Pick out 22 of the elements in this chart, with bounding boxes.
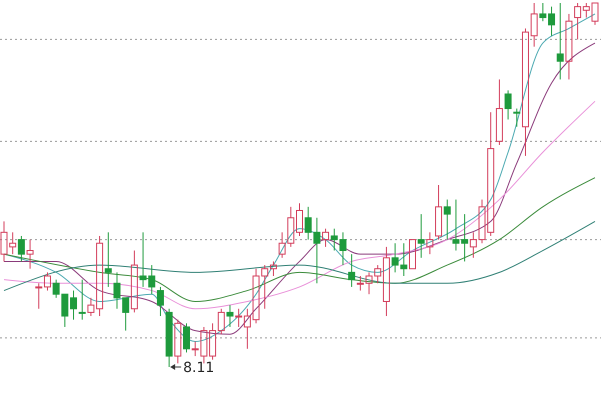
candlestick: [304, 206, 312, 240]
candlestick: [322, 228, 330, 248]
candlestick: [392, 242, 399, 273]
candlestick: [418, 214, 425, 258]
candlestick: [556, 2, 564, 80]
annotation: 8.11: [183, 360, 214, 376]
candlestick: [26, 239, 34, 270]
candlestick: [348, 254, 356, 288]
candlestick: [104, 232, 112, 288]
candlestick: [382, 246, 390, 317]
candlestick: [140, 232, 147, 288]
candlestick: [444, 199, 451, 240]
candlestick: [313, 217, 320, 284]
candlestick: [52, 279, 60, 298]
candlestick: [235, 308, 242, 328]
candlestick: [565, 13, 572, 80]
candlestick: [426, 232, 434, 255]
candlestick: [400, 242, 408, 276]
candlestick: [174, 319, 182, 364]
candlestick: [226, 304, 234, 328]
candlestick: [278, 232, 286, 258]
candlestick: [148, 264, 156, 295]
